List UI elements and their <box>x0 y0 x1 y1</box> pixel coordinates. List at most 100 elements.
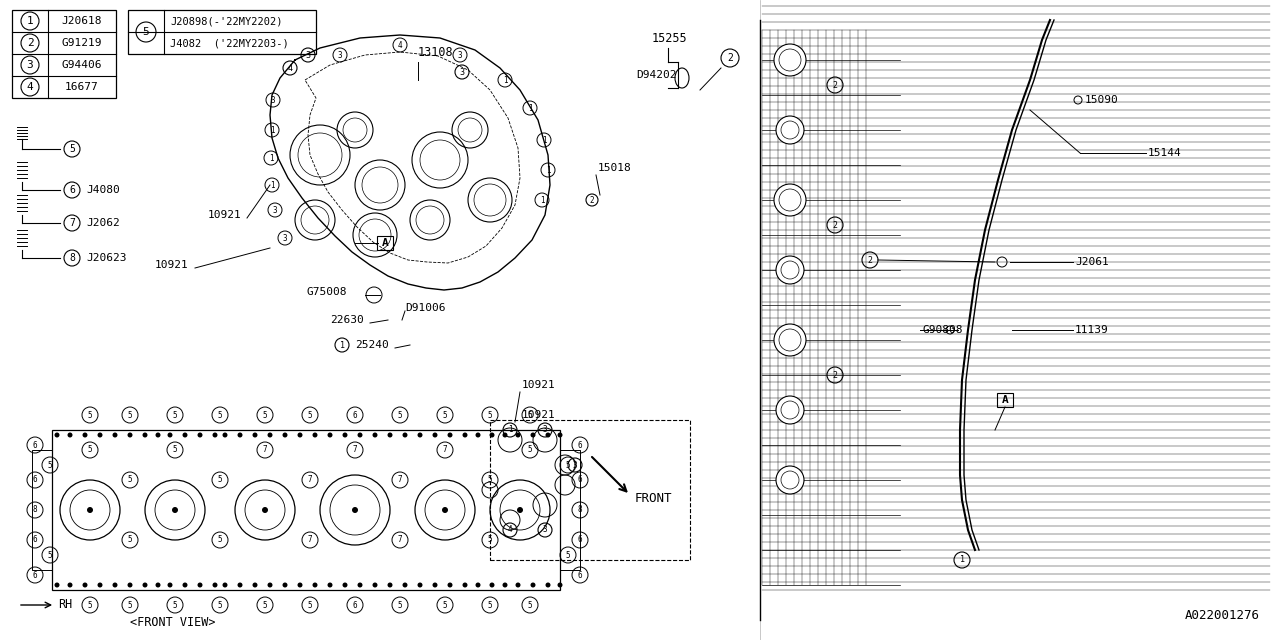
Circle shape <box>503 582 507 588</box>
Text: G91219: G91219 <box>61 38 102 48</box>
Circle shape <box>183 433 187 438</box>
Circle shape <box>776 396 804 424</box>
Circle shape <box>475 582 480 588</box>
Text: 5: 5 <box>173 410 178 419</box>
Text: 3: 3 <box>572 461 577 470</box>
Text: 5: 5 <box>142 27 150 37</box>
Text: 5: 5 <box>88 410 92 419</box>
Circle shape <box>372 582 378 588</box>
Text: 5: 5 <box>527 410 532 419</box>
Text: 5: 5 <box>398 410 402 419</box>
Text: 5: 5 <box>88 445 92 454</box>
Text: 5: 5 <box>128 410 132 419</box>
Text: 7: 7 <box>307 536 312 545</box>
Circle shape <box>238 433 242 438</box>
Circle shape <box>774 44 806 76</box>
Bar <box>12 10 116 98</box>
Text: 7: 7 <box>353 445 357 454</box>
Text: 5: 5 <box>173 600 178 609</box>
Text: G75008: G75008 <box>306 287 347 297</box>
Text: 15255: 15255 <box>652 31 687 45</box>
Circle shape <box>433 582 438 588</box>
Circle shape <box>776 256 804 284</box>
Text: 3: 3 <box>543 426 548 435</box>
Text: 4: 4 <box>27 82 33 92</box>
Text: 13108: 13108 <box>419 45 453 58</box>
Text: 5: 5 <box>488 476 493 484</box>
Circle shape <box>87 507 93 513</box>
Text: 2: 2 <box>868 255 873 264</box>
Text: 16677: 16677 <box>65 82 99 92</box>
Text: 5: 5 <box>566 550 571 559</box>
Circle shape <box>55 582 59 588</box>
Text: 1: 1 <box>541 136 547 145</box>
Text: FRONT: FRONT <box>635 492 672 504</box>
Text: 6: 6 <box>577 440 582 449</box>
Circle shape <box>774 324 806 356</box>
Circle shape <box>545 582 550 588</box>
Text: J20618: J20618 <box>61 16 102 26</box>
Circle shape <box>776 466 804 494</box>
Circle shape <box>68 433 73 438</box>
Circle shape <box>328 433 333 438</box>
Text: 6: 6 <box>33 476 37 484</box>
Text: A022001276: A022001276 <box>1185 609 1260 622</box>
Circle shape <box>433 433 438 438</box>
Circle shape <box>774 184 806 216</box>
Text: 4: 4 <box>508 525 512 534</box>
Text: 15018: 15018 <box>598 163 632 173</box>
Circle shape <box>197 433 202 438</box>
Text: 1: 1 <box>270 125 274 134</box>
Circle shape <box>223 582 228 588</box>
Circle shape <box>516 433 521 438</box>
Circle shape <box>558 582 562 588</box>
Circle shape <box>297 433 302 438</box>
Circle shape <box>82 582 87 588</box>
Text: 6: 6 <box>69 185 76 195</box>
Circle shape <box>155 433 160 438</box>
Circle shape <box>558 433 562 438</box>
Circle shape <box>128 433 133 438</box>
Bar <box>32 450 52 570</box>
Circle shape <box>357 433 362 438</box>
Circle shape <box>343 433 347 438</box>
Text: 5: 5 <box>307 600 312 609</box>
Bar <box>997 393 1012 407</box>
Bar <box>561 450 580 570</box>
Text: D91006: D91006 <box>404 303 445 313</box>
Text: 1: 1 <box>527 104 532 113</box>
Circle shape <box>183 582 187 588</box>
Text: 1: 1 <box>960 556 965 564</box>
Circle shape <box>113 433 118 438</box>
Text: J2061: J2061 <box>1075 257 1108 267</box>
Circle shape <box>268 433 273 438</box>
Bar <box>490 420 690 560</box>
Text: 7: 7 <box>307 476 312 484</box>
Bar <box>762 0 1280 640</box>
Text: 5: 5 <box>527 600 532 609</box>
Circle shape <box>223 433 228 438</box>
Text: J4080: J4080 <box>86 185 120 195</box>
Text: J2062: J2062 <box>86 218 120 228</box>
Circle shape <box>388 433 393 438</box>
Circle shape <box>503 433 507 438</box>
Text: J4082  ('22MY2203-): J4082 ('22MY2203-) <box>170 38 289 48</box>
Text: 2: 2 <box>832 81 837 90</box>
Text: A: A <box>1002 395 1009 405</box>
Text: <FRONT VIEW>: <FRONT VIEW> <box>131 616 215 628</box>
Circle shape <box>417 582 422 588</box>
Circle shape <box>262 507 268 513</box>
Text: 5: 5 <box>262 600 268 609</box>
Text: 5: 5 <box>566 461 571 470</box>
Circle shape <box>68 582 73 588</box>
Text: 5: 5 <box>262 410 268 419</box>
Circle shape <box>357 582 362 588</box>
Circle shape <box>530 433 535 438</box>
Text: 5: 5 <box>88 600 92 609</box>
Text: 5: 5 <box>398 600 402 609</box>
Circle shape <box>328 582 333 588</box>
Circle shape <box>489 433 494 438</box>
Text: 5: 5 <box>69 144 76 154</box>
Text: 10921: 10921 <box>522 410 556 420</box>
Text: 15090: 15090 <box>1085 95 1119 105</box>
